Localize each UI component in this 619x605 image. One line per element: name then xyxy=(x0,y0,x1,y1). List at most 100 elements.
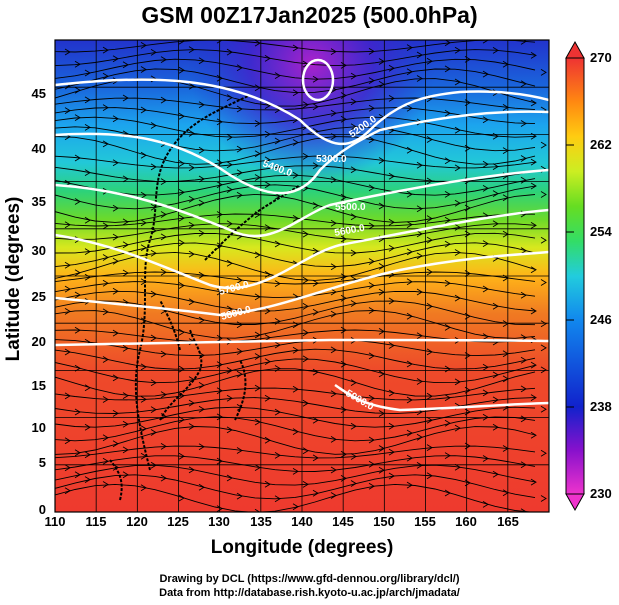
wind-arrow xyxy=(178,112,185,120)
wind-arrow xyxy=(454,294,461,302)
wind-arrow xyxy=(150,290,157,298)
streamline xyxy=(55,445,536,459)
wind-arrow xyxy=(416,75,423,82)
wind-arrow xyxy=(444,191,451,198)
wind-arrow xyxy=(530,99,537,107)
wind-arrow xyxy=(102,222,109,230)
wind-arrow xyxy=(64,464,71,472)
wind-arrow xyxy=(540,320,547,328)
wind-arrow xyxy=(482,116,489,124)
wind-arrow xyxy=(350,453,357,460)
y-tick-label: 40 xyxy=(31,141,46,156)
colorbar-tick-label: 238 xyxy=(590,399,612,414)
wind-arrow xyxy=(274,240,281,248)
wind-arrow xyxy=(84,248,91,255)
wind-arrow xyxy=(454,78,461,86)
colorbar-tick-label: 246 xyxy=(590,312,612,327)
wind-arrow xyxy=(160,350,167,358)
wind-arrow xyxy=(140,363,147,371)
wind-arrow xyxy=(84,451,91,459)
wind-arrow xyxy=(502,60,509,68)
wind-arrow xyxy=(198,175,205,183)
wind-arrow xyxy=(350,72,357,80)
streamline xyxy=(55,339,536,357)
wind-arrow xyxy=(64,107,71,114)
wind-arrow xyxy=(254,353,261,360)
wind-arrow xyxy=(236,64,243,72)
wind-arrow xyxy=(454,164,461,172)
wind-arrow xyxy=(150,122,157,129)
streamline xyxy=(55,40,536,53)
wind-arrow xyxy=(122,345,129,352)
wind-arrow xyxy=(312,75,319,83)
wind-arrow xyxy=(178,494,185,502)
wind-arrow xyxy=(74,60,81,68)
wind-arrow xyxy=(444,109,451,117)
wind-arrow xyxy=(178,40,185,45)
wind-arrow xyxy=(188,376,195,383)
wind-arrow xyxy=(216,242,223,250)
wind-arrow xyxy=(464,56,471,63)
wind-arrow xyxy=(444,157,451,165)
wind-arrow xyxy=(102,140,109,148)
wind-arrow xyxy=(150,461,157,469)
wind-arrow xyxy=(302,355,309,363)
wind-arrow xyxy=(160,443,167,450)
wind-arrow xyxy=(226,367,233,374)
wind-arrow xyxy=(122,471,129,479)
wind-arrow xyxy=(454,378,461,386)
wind-arrow xyxy=(178,66,185,74)
wind-arrow xyxy=(530,158,537,166)
wind-arrow xyxy=(226,186,233,193)
wind-arrow xyxy=(368,482,375,490)
wind-arrow xyxy=(112,204,119,212)
wind-arrow xyxy=(102,279,109,287)
wind-arrow xyxy=(122,420,129,428)
wind-arrow xyxy=(454,199,461,207)
wind-arrow xyxy=(236,348,243,355)
y-tick-label: 45 xyxy=(31,86,46,101)
wind-arrow xyxy=(236,145,243,153)
wind-arrow xyxy=(388,297,395,305)
wind-arrow xyxy=(216,505,223,512)
colorbar-tick-label: 230 xyxy=(590,486,612,501)
wind-arrow xyxy=(330,346,337,354)
wind-arrow xyxy=(140,219,147,227)
wind-arrow xyxy=(520,40,527,45)
wind-arrow xyxy=(226,426,233,434)
wind-arrow xyxy=(482,413,489,421)
wind-arrow xyxy=(254,464,261,471)
wind-arrow xyxy=(368,282,375,289)
wind-arrow xyxy=(406,278,413,286)
wind-arrow xyxy=(350,98,357,106)
wind-arrow xyxy=(226,161,233,169)
wind-arrow xyxy=(540,69,547,76)
wind-arrow xyxy=(274,341,281,349)
wind-arrow xyxy=(198,405,205,413)
streamline xyxy=(55,416,536,442)
wind-arrow xyxy=(150,429,157,436)
wind-arrow xyxy=(140,244,147,252)
wind-arrow xyxy=(340,62,347,69)
wind-arrow xyxy=(444,394,451,402)
wind-arrow xyxy=(216,288,223,296)
wind-arrow xyxy=(236,191,243,199)
wind-arrow xyxy=(530,266,537,274)
wind-arrow xyxy=(264,224,271,231)
wind-arrow xyxy=(492,132,499,140)
wind-arrow xyxy=(84,384,91,392)
wind-arrow xyxy=(140,151,147,159)
wind-arrow xyxy=(74,471,81,479)
wind-arrow xyxy=(274,280,281,287)
wind-arrow xyxy=(188,46,195,53)
wind-arrow xyxy=(64,308,71,315)
wind-arrow xyxy=(540,141,547,149)
wind-arrow xyxy=(274,495,281,503)
wind-arrow xyxy=(84,96,91,104)
wind-arrow xyxy=(330,133,337,140)
wind-arrow xyxy=(482,455,489,462)
wind-arrow xyxy=(530,361,537,369)
wind-arrow xyxy=(216,457,223,465)
wind-arrow xyxy=(540,405,547,413)
wind-arrow xyxy=(520,415,527,423)
